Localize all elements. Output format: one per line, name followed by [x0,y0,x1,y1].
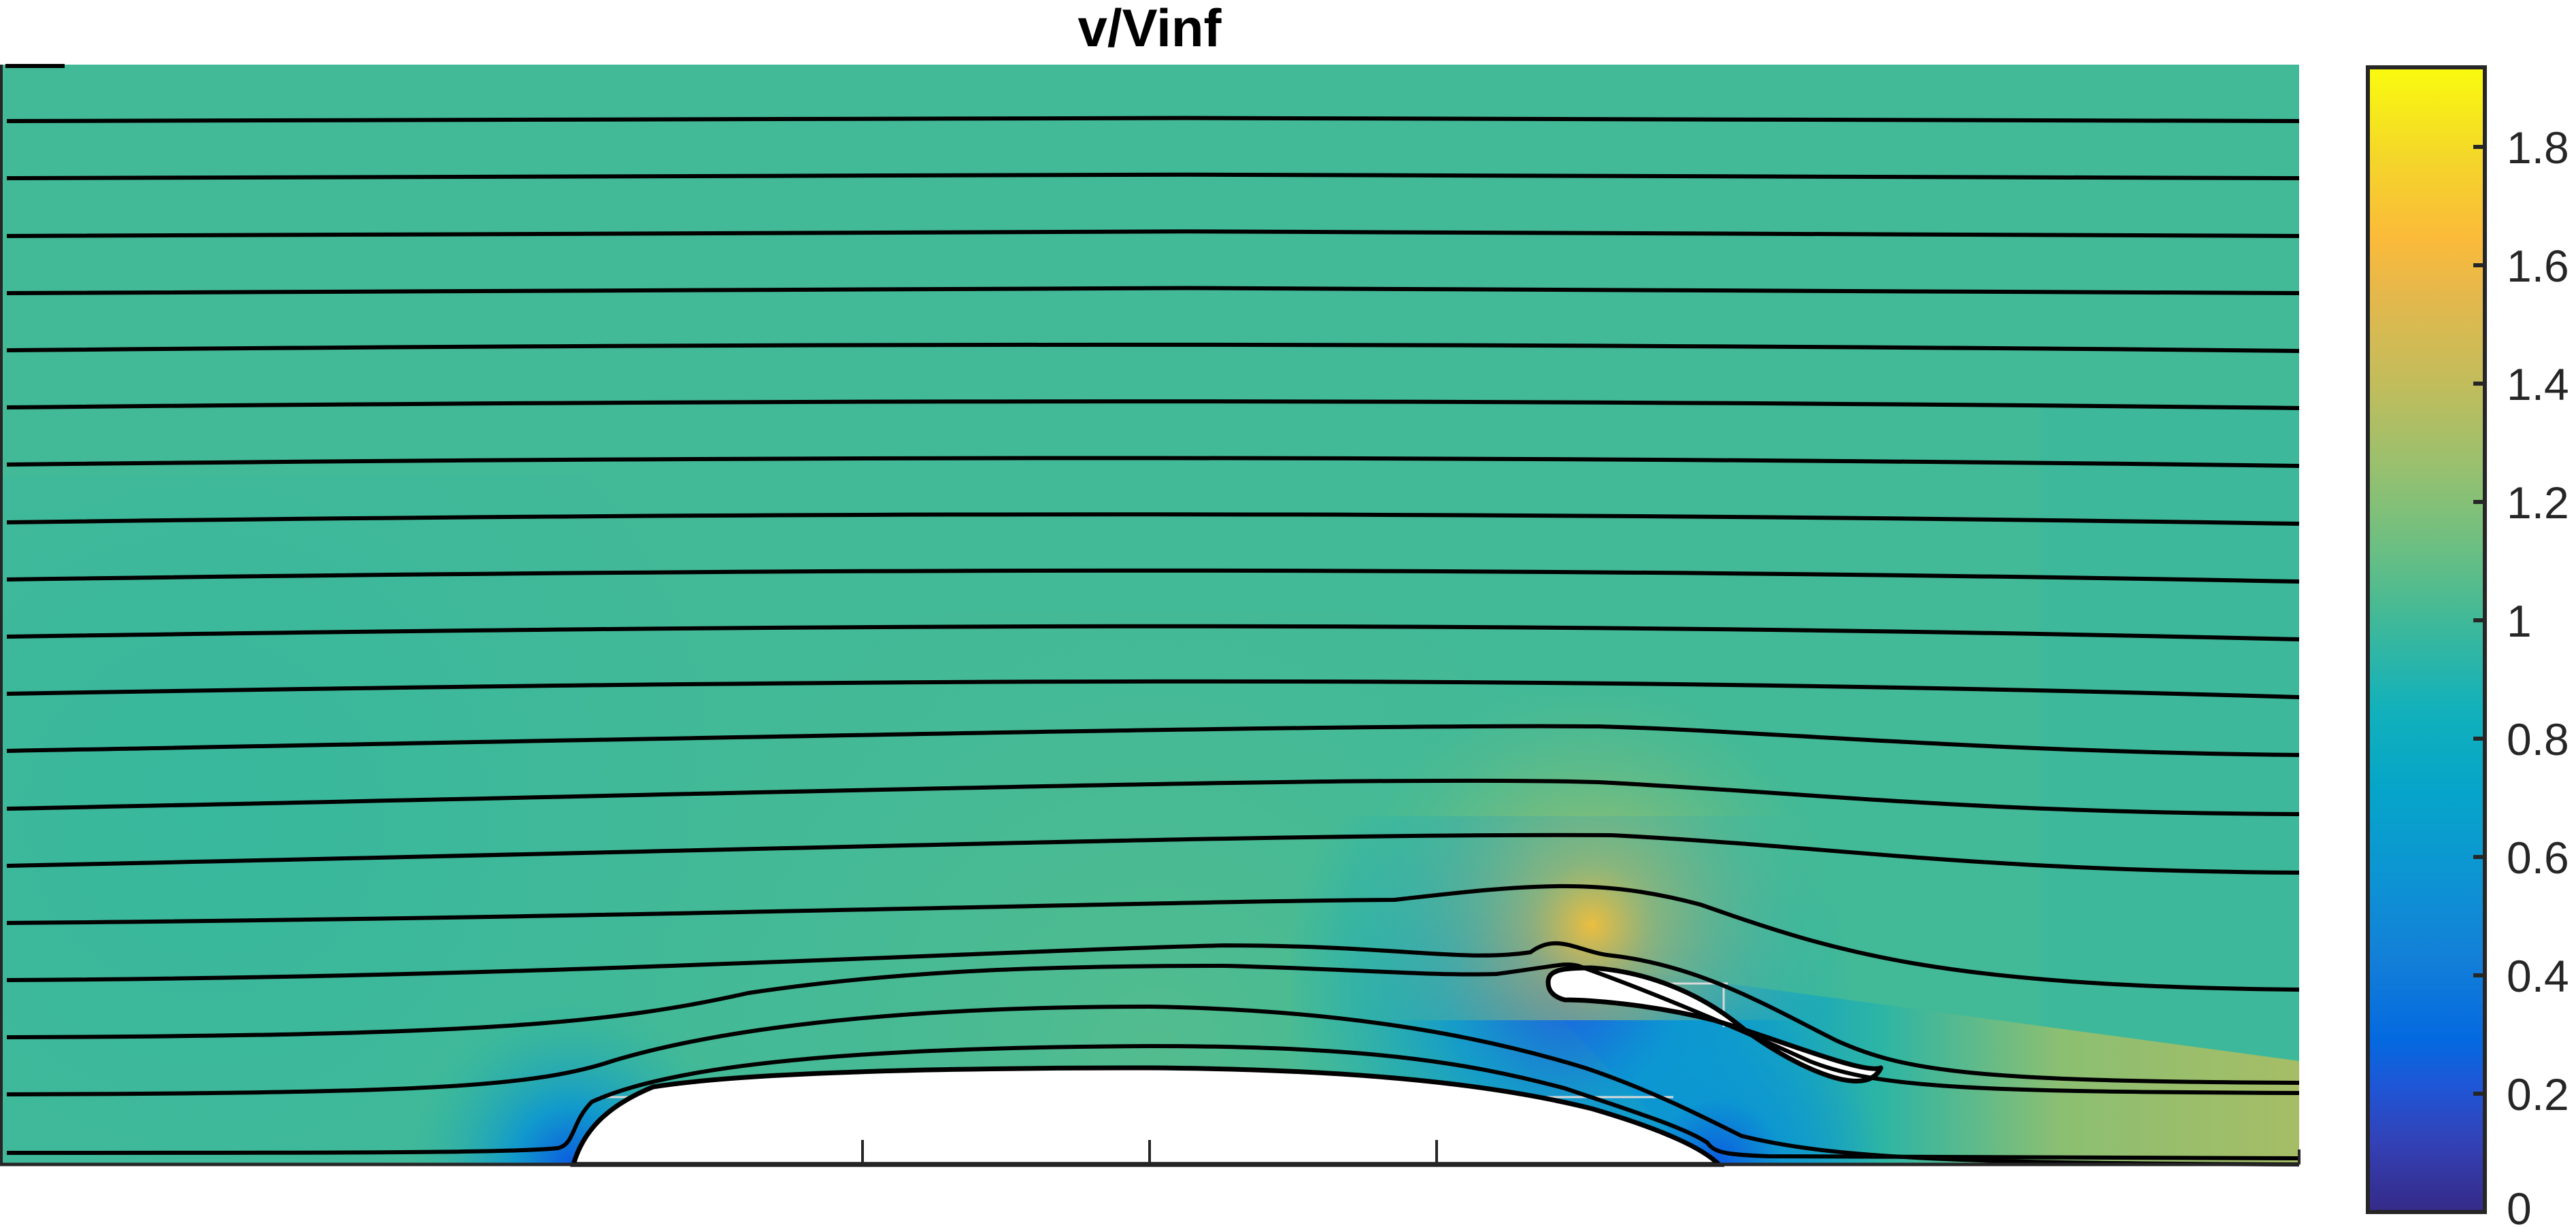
streamline [6,624,2300,641]
streamline [6,679,2300,699]
chart-title: v/Vinf [1077,0,1222,58]
colorbar-tick-label: 1 [2507,596,2532,646]
colorbar-tick-label: 1.2 [2507,477,2569,528]
streamline [6,884,2300,992]
streamline [6,286,2300,295]
streamline [6,172,2300,180]
streamline [6,116,2300,123]
colorbar-tick-label: 1.6 [2507,241,2569,291]
streamline [6,941,2300,1085]
streamline [6,1043,2300,1160]
streamline [6,568,2300,584]
streamline [6,456,2300,468]
axes-frame [0,65,2301,1166]
streamline [6,399,2300,410]
main-body-fill [570,1065,1725,1167]
streamlines [5,64,2300,1166]
streamline [6,833,2300,875]
streamline [6,229,2300,238]
streamline [6,1004,2300,1166]
colorbar-tick-label: 0.8 [2507,714,2569,764]
colorbar-tick-label: 0.4 [2507,951,2569,1001]
streamline [6,962,2300,1095]
colorbar-gradient [2366,65,2487,1214]
streamline [6,512,2300,526]
colorbar-tick-label: 1.8 [2507,122,2569,173]
colorbar-tick-label: 0.2 [2507,1069,2569,1120]
streamline [6,724,2300,757]
streamline [6,342,2300,353]
colorbar-tick-label: 0 [2507,1183,2532,1227]
colorbar: 0 0.2 0.4 0.6 0.8 1 1.2 1.4 1.6 1.8 [2366,65,2569,1227]
colorbar-ticks: 0 0.2 0.4 0.6 0.8 1 1.2 1.4 1.6 1.8 [2473,122,2569,1227]
streamline [6,778,2300,816]
slat-body [1545,965,1884,1083]
colorbar-tick-label: 1.4 [2507,359,2569,409]
colorbar-tick-label: 0.6 [2507,833,2569,883]
